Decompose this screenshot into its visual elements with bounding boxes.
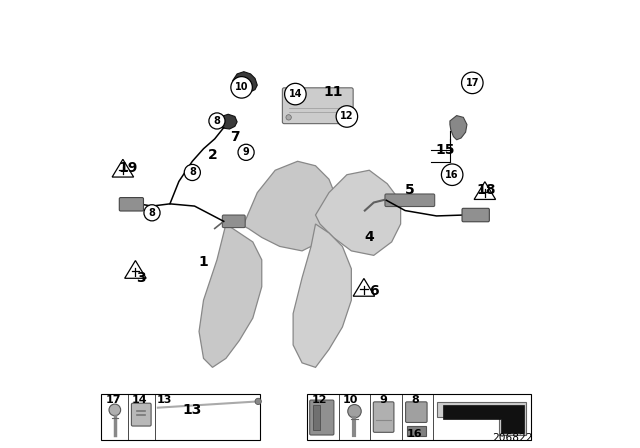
Bar	[407, 426, 426, 436]
Bar	[313, 405, 320, 430]
Text: 2: 2	[207, 147, 218, 162]
Circle shape	[109, 404, 121, 416]
Text: 7: 7	[230, 129, 240, 144]
Text: 12: 12	[340, 112, 354, 121]
Text: 8: 8	[214, 116, 220, 126]
Text: 3: 3	[136, 271, 146, 285]
Text: 10: 10	[343, 395, 358, 405]
FancyBboxPatch shape	[131, 403, 151, 426]
Text: 8: 8	[148, 208, 156, 218]
Circle shape	[144, 205, 160, 221]
Polygon shape	[233, 72, 257, 92]
Circle shape	[286, 115, 291, 120]
Circle shape	[209, 113, 225, 129]
Text: 12: 12	[311, 395, 327, 405]
Polygon shape	[293, 224, 351, 367]
Circle shape	[255, 398, 261, 405]
Text: 16: 16	[445, 170, 459, 180]
Text: 13: 13	[156, 395, 172, 405]
Polygon shape	[437, 402, 526, 435]
Text: 8: 8	[189, 168, 196, 177]
FancyBboxPatch shape	[119, 198, 143, 211]
Text: 16: 16	[407, 429, 423, 439]
Text: 206822: 206822	[492, 433, 533, 443]
Polygon shape	[443, 405, 524, 433]
Text: 11: 11	[324, 85, 343, 99]
Polygon shape	[450, 116, 467, 140]
Text: 14: 14	[289, 89, 302, 99]
Circle shape	[231, 77, 252, 98]
Text: 6: 6	[369, 284, 379, 298]
FancyBboxPatch shape	[222, 215, 245, 228]
Bar	[307, 394, 531, 440]
Polygon shape	[316, 170, 401, 255]
Text: 9: 9	[380, 395, 388, 405]
FancyBboxPatch shape	[373, 402, 394, 432]
Circle shape	[461, 72, 483, 94]
Text: 17: 17	[465, 78, 479, 88]
Circle shape	[336, 106, 358, 127]
Text: 18: 18	[476, 183, 495, 198]
Text: 8: 8	[411, 395, 419, 405]
Text: 9: 9	[243, 147, 250, 157]
Text: 15: 15	[436, 143, 455, 157]
FancyBboxPatch shape	[310, 400, 334, 435]
Circle shape	[348, 405, 361, 418]
Bar	[101, 394, 260, 440]
Text: 5: 5	[404, 183, 415, 198]
Text: 1: 1	[198, 255, 209, 269]
FancyBboxPatch shape	[462, 208, 490, 222]
Polygon shape	[199, 224, 262, 367]
Circle shape	[184, 164, 200, 181]
Text: 13: 13	[182, 403, 202, 417]
Text: 19: 19	[118, 161, 138, 175]
FancyBboxPatch shape	[406, 402, 427, 422]
Circle shape	[442, 164, 463, 185]
Circle shape	[238, 144, 254, 160]
FancyBboxPatch shape	[385, 194, 435, 207]
Text: 10: 10	[235, 82, 248, 92]
Polygon shape	[239, 161, 338, 251]
Text: 14: 14	[132, 395, 148, 405]
FancyBboxPatch shape	[282, 88, 353, 124]
Circle shape	[285, 83, 306, 105]
Text: 17: 17	[106, 395, 122, 405]
Polygon shape	[216, 114, 237, 129]
Text: 4: 4	[364, 230, 374, 245]
